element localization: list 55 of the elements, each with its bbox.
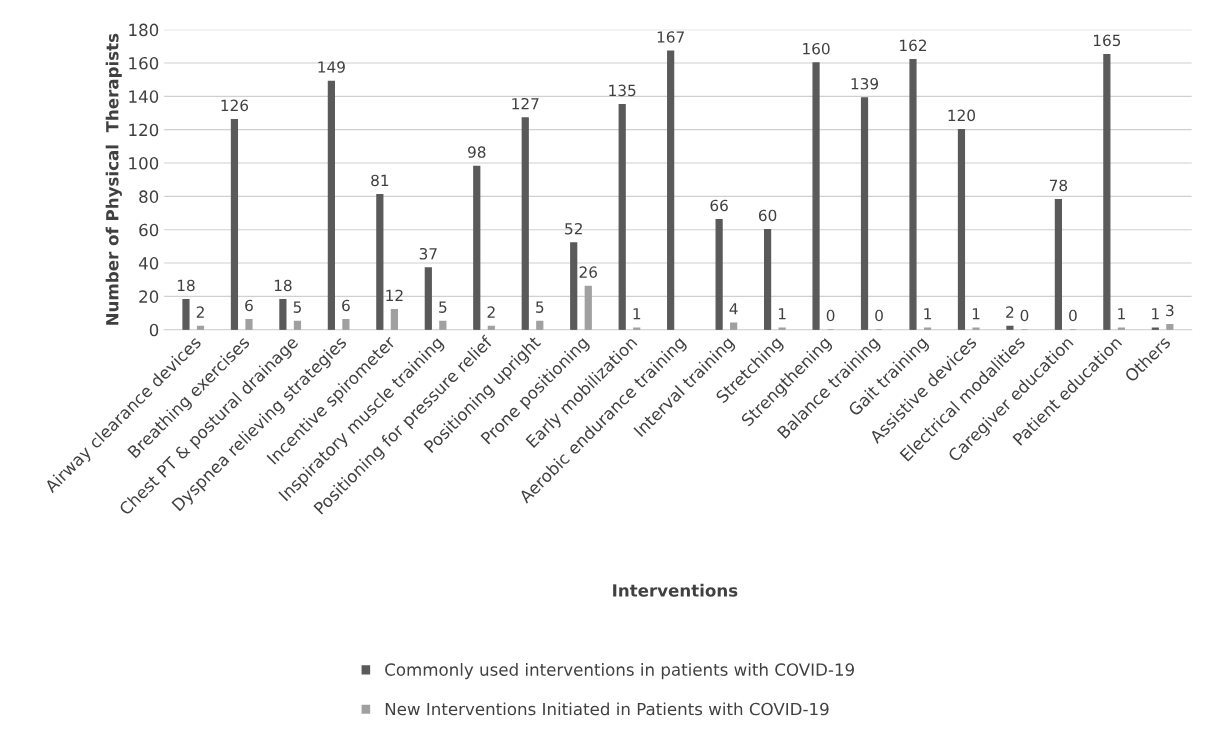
data-label: 0	[826, 309, 835, 322]
data-label: 165	[1093, 34, 1121, 47]
data-label: 37	[419, 247, 437, 260]
data-label: 1	[1152, 308, 1159, 320]
data-label: 5	[536, 301, 544, 313]
y-tick-label: 60	[139, 223, 159, 237]
y-tick-label: 100	[129, 156, 159, 170]
legend-label: New Interventions Initiated in Patients with COVID-19	[385, 702, 829, 716]
data-label: 1	[778, 308, 786, 320]
data-label: 1	[633, 308, 641, 320]
data-label: 2	[196, 306, 204, 318]
data-label: 5	[293, 301, 301, 313]
y-tick-label: 120	[129, 123, 159, 137]
data-label: 78	[1049, 179, 1068, 192]
data-label: 1	[924, 308, 931, 320]
y-tick-label: 20	[139, 290, 159, 303]
data-label: 5	[439, 301, 447, 313]
legend-label: Commonly used interventions in patients with COVID-19	[385, 663, 854, 680]
y-tick-label: 40	[138, 257, 159, 270]
data-label: 26	[579, 266, 598, 278]
data-label: 1	[972, 308, 980, 320]
y-tick-label: 0	[149, 323, 159, 337]
data-label: 60	[758, 209, 777, 222]
data-label: 127	[512, 97, 539, 110]
y-axis-title: Number of Physical Therapists	[105, 33, 122, 325]
data-label: 1	[1118, 308, 1125, 320]
data-label: 3	[1166, 304, 1174, 317]
data-label: 4	[729, 303, 738, 315]
data-label: 2	[1006, 306, 1014, 318]
data-label: 167	[657, 31, 684, 43]
data-label: 149	[318, 61, 345, 73]
data-label: 6	[245, 299, 253, 312]
data-label: 126	[221, 99, 249, 112]
data-label: 18	[274, 279, 292, 292]
data-label: 0	[1020, 309, 1029, 322]
data-label: 52	[565, 222, 582, 235]
y-tick-label: 160	[129, 56, 159, 70]
y-tick-label: 80	[139, 190, 159, 203]
data-label: 81	[371, 174, 389, 187]
data-label: 135	[609, 84, 636, 97]
y-tick-label: 140	[129, 90, 159, 103]
data-label: 139	[851, 77, 879, 90]
data-label: 120	[948, 109, 976, 122]
data-label: 6	[342, 299, 350, 312]
data-label: 2	[487, 306, 495, 318]
data-label: 0	[1069, 309, 1077, 322]
data-label: 12	[386, 289, 403, 302]
x-axis-title: Interventions	[613, 583, 738, 597]
data-label: 0	[875, 309, 883, 322]
data-label: 162	[900, 39, 927, 52]
y-tick-label: 180	[129, 23, 159, 37]
data-label: 98	[468, 146, 486, 158]
data-label: 18	[177, 279, 195, 292]
data-label: 160	[803, 42, 830, 55]
data-label: 66	[710, 199, 728, 212]
